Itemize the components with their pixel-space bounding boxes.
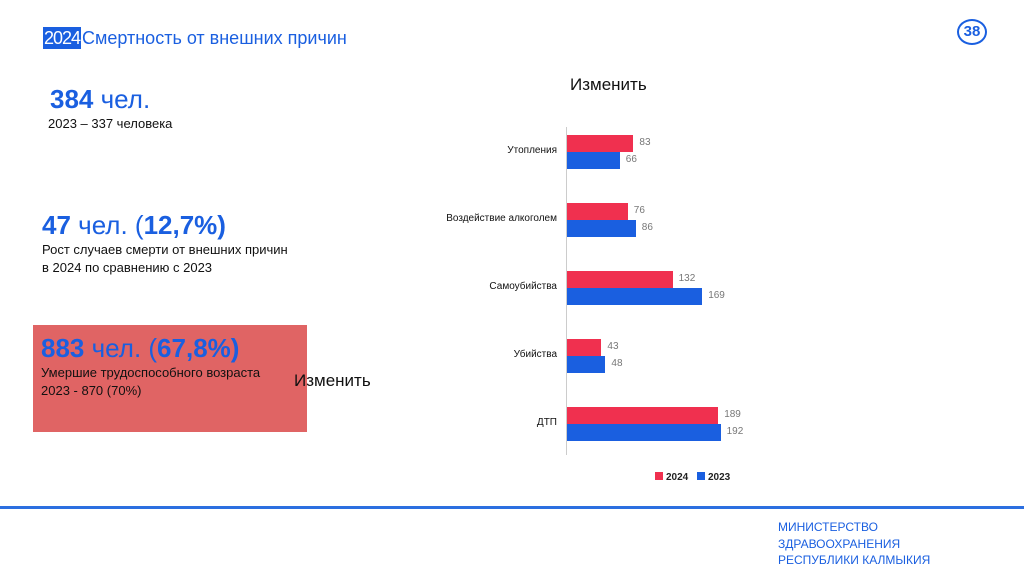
legend-swatch-2023 — [697, 472, 705, 480]
bar-2023 — [567, 152, 620, 169]
stat-growth-unit: чел. ( — [78, 210, 144, 240]
data-label-2023: 169 — [708, 290, 725, 301]
bar-2023 — [567, 220, 636, 237]
category-label: Воздействие алкоголем — [446, 213, 557, 224]
stat-growth-percent: 12,7%) — [143, 210, 226, 240]
chart-axis — [566, 127, 567, 455]
data-label-2024: 132 — [678, 273, 696, 284]
legend-2023: 2023 — [697, 472, 730, 483]
category-label: Убийства — [513, 349, 557, 360]
ministry-line-2: ЗДРАВООХРАНЕНИЯ — [778, 536, 901, 551]
footer-divider — [0, 506, 1024, 509]
data-label-2024: 76 — [633, 205, 645, 216]
stat-growth-value: 47 — [42, 210, 71, 240]
bar-2024 — [567, 135, 634, 152]
data-label-2023: 86 — [641, 222, 653, 233]
stat-total-note: 2023 – 337 человека — [48, 116, 173, 131]
stat-growth-note-1: Рост случаев смерти от внешних причин — [42, 242, 288, 257]
ministry-name: МИНИСТЕРСТВО ЗДРАВООХРАНЕНИЯ РЕСПУБЛИКИ … — [778, 519, 930, 569]
data-label-2024: 43 — [607, 341, 619, 352]
bar-2024 — [567, 407, 719, 424]
stat-growth-note-2: в 2024 по сравнению с 2023 — [42, 260, 213, 275]
stat-working-note-2: 2023 - 870 (70%) — [41, 383, 142, 398]
ministry-line-1: МИНИСТЕРСТВО — [778, 520, 878, 534]
title-year-badge: 2024 — [43, 27, 81, 49]
bar-2024 — [567, 271, 673, 288]
stat-total-value: 384 — [50, 84, 94, 114]
bar-2023 — [567, 356, 606, 373]
stat-growth: 47 чел. (12,7%) Рост случаев смерти от в… — [42, 210, 288, 277]
stat-working-value: 883 — [41, 333, 85, 363]
bar-2024 — [567, 203, 628, 220]
bar-2023 — [567, 424, 721, 441]
edit-placeholder-left[interactable]: Изменить — [294, 371, 371, 390]
stat-total: 384 чел. 2023 – 337 человека — [48, 84, 173, 133]
legend-2024: 2024 — [655, 472, 688, 483]
edit-placeholder-chart[interactable]: Изменить — [570, 75, 647, 94]
stat-working-note-1: Умершие трудоспособного возраста — [41, 365, 261, 380]
ministry-line-3: РЕСПУБЛИКИ КАЛМЫКИЯ — [778, 553, 931, 567]
data-label-2023: 48 — [611, 358, 623, 369]
stat-working-unit: чел. ( — [91, 333, 158, 363]
page-title: Смертность от внешних причин — [82, 28, 347, 48]
bar-2023 — [567, 288, 703, 305]
stat-working-percent: 67,8%) — [157, 333, 240, 363]
legend-label-2024: 2024 — [666, 472, 689, 483]
category-label: Утопления — [507, 145, 557, 156]
legend-swatch-2024 — [655, 472, 663, 480]
data-label-2024: 189 — [724, 409, 741, 420]
page-number-badge: 38 — [957, 19, 987, 45]
category-label: Самоубийства — [489, 281, 557, 292]
data-label-2023: 66 — [625, 154, 637, 165]
data-label-2024: 83 — [639, 137, 651, 148]
bar-2024 — [567, 339, 602, 356]
legend-label-2023: 2023 — [708, 472, 731, 483]
data-label-2023: 192 — [726, 426, 744, 437]
stat-total-unit: чел. — [100, 84, 151, 114]
category-label: ДТП — [536, 417, 557, 428]
working-age-box: 883 чел. (67,8%) Умершие трудоспособного… — [33, 325, 307, 432]
